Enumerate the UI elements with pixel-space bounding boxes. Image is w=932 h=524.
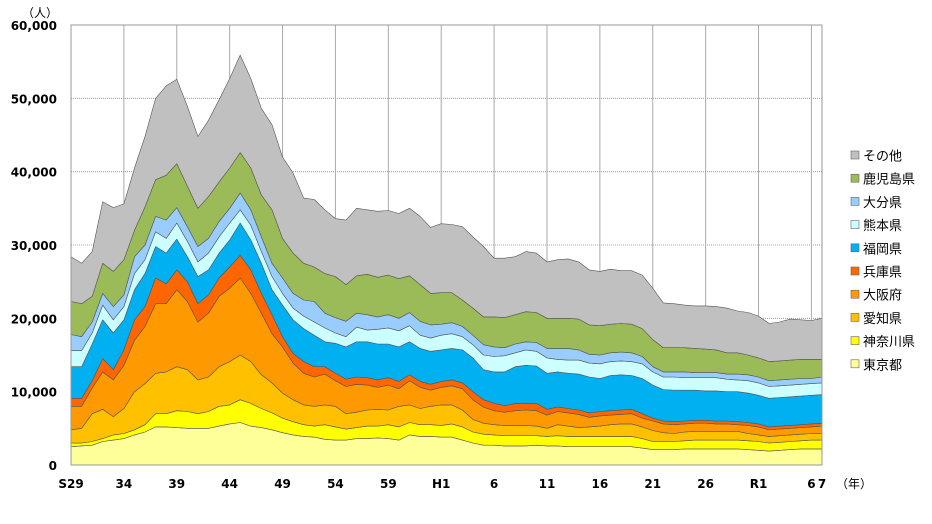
plot-frame <box>70 24 823 466</box>
x-tick-label: 39 <box>168 477 185 491</box>
legend-item: 鹿児島県 <box>850 172 915 188</box>
x-tick-label: 11 <box>539 477 556 491</box>
legend-label: 大分県 <box>863 196 902 211</box>
legend-label: その他 <box>863 150 902 165</box>
x-tick-label: S29 <box>58 477 83 491</box>
legend-swatch <box>850 289 860 299</box>
y-tick-label: 20,000 <box>11 312 57 326</box>
x-tick-label: 6 <box>807 477 815 491</box>
x-tick-label: 7 <box>818 477 826 491</box>
legend-label: 神奈川県 <box>863 335 915 350</box>
legend-swatch <box>850 150 860 160</box>
legend-label: 福岡県 <box>863 242 902 257</box>
y-unit-label: （人） <box>22 6 58 20</box>
legend-label: 大阪府 <box>863 289 902 304</box>
legend-item: 兵庫県 <box>850 266 902 281</box>
x-tick-label: 59 <box>380 477 397 491</box>
legend-label: 熊本県 <box>863 218 902 234</box>
legend-swatch <box>850 359 860 369</box>
x-tick-label: 34 <box>116 477 133 491</box>
x-tick-label: 49 <box>274 477 291 491</box>
legend-item: 東京都 <box>850 357 902 373</box>
x-tick-label: H1 <box>432 477 450 491</box>
x-tick-label: 54 <box>327 477 344 491</box>
legend-item: 大阪府 <box>850 289 902 304</box>
x-tick-label: 44 <box>221 477 238 491</box>
x-tick-label: 16 <box>592 477 609 491</box>
legend-item: 愛知県 <box>850 311 902 327</box>
legend-swatch <box>850 220 860 229</box>
y-tick-label: 30,000 <box>11 239 57 253</box>
x-tick-label: 26 <box>697 477 714 491</box>
x-axis: S29 34 39 44 49 54 59 H1 6 11 16 21 26 R1 6 7 <box>58 477 826 491</box>
legend-item: その他 <box>850 150 902 165</box>
x-tick-label: 21 <box>644 477 661 491</box>
y-tick-label: 0 <box>49 459 57 473</box>
legend-swatch <box>850 243 860 253</box>
y-tick-label: 10,000 <box>11 386 57 400</box>
legend-label: 東京都 <box>863 357 902 373</box>
legend-label: 愛知県 <box>863 311 902 327</box>
legend-swatch <box>850 197 860 206</box>
legend-swatch <box>850 266 860 276</box>
area-series <box>70 54 823 466</box>
x-tick-label: R1 <box>750 477 768 491</box>
legend-swatch <box>850 313 860 322</box>
legend-label: 鹿児島県 <box>863 172 915 188</box>
legend-item: 大分県 <box>850 196 902 211</box>
legend-item: 福岡県 <box>850 242 902 257</box>
y-tick-label: 60,000 <box>11 19 57 33</box>
legend-item: 神奈川県 <box>850 335 915 350</box>
y-tick-label: 50,000 <box>11 92 57 106</box>
legend-label: 兵庫県 <box>863 266 902 281</box>
x-tick-label: 6 <box>490 477 498 491</box>
legend-swatch <box>850 173 860 183</box>
x-unit-label: （年） <box>836 477 872 491</box>
y-tick-label: 40,000 <box>11 166 57 180</box>
y-axis: 0 10,000 20,000 30,000 40,000 50,000 60,000 <box>11 19 57 473</box>
legend-swatch <box>850 336 860 345</box>
plot-border <box>70 24 823 466</box>
legend-item: 熊本県 <box>850 218 902 234</box>
